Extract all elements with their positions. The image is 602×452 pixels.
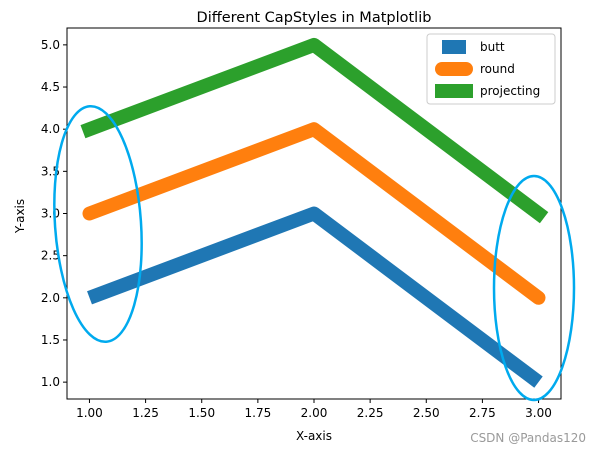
x-tick-label: 1.00 — [76, 406, 103, 420]
x-tick-label: 2.25 — [357, 406, 384, 420]
x-axis-label: X-axis — [296, 429, 332, 443]
x-tick-label: 2.50 — [413, 406, 440, 420]
y-tick-label: 1.0 — [41, 375, 60, 389]
series-line-round — [82, 122, 546, 305]
annotation-ellipses — [53, 104, 576, 402]
x-axis-ticks: 1.00 1.25 1.50 1.75 2.00 2.25 2.50 2.75 3.00 — [76, 399, 552, 420]
y-tick-label: 3.0 — [41, 207, 60, 221]
plot-lines — [80, 37, 549, 388]
annotation-ellipse-right — [492, 174, 576, 402]
chart-title: Different CapStyles in Matplotlib — [197, 10, 432, 26]
x-tick-label: 3.00 — [525, 406, 552, 420]
legend-label-projecting: projecting — [480, 84, 540, 98]
legend-label-round: round — [480, 62, 515, 76]
watermark: CSDN @Pandas120 — [470, 431, 586, 445]
series-line-projecting — [80, 37, 549, 224]
y-axis-ticks: 1.01.52.02.53.03.54.04.55.0 — [41, 38, 67, 389]
annotation-ellipse-left — [53, 104, 143, 344]
y-tick-label: 2.5 — [41, 249, 60, 263]
x-tick-label: 2.75 — [469, 406, 496, 420]
x-tick-label: 1.25 — [132, 406, 159, 420]
y-tick-label: 4.0 — [41, 122, 60, 136]
x-tick-label: 2.00 — [301, 406, 328, 420]
y-tick-label: 1.5 — [41, 333, 60, 347]
x-tick-label: 1.75 — [245, 406, 272, 420]
x-tick-label: 1.50 — [188, 406, 215, 420]
legend-label-butt: butt — [480, 40, 505, 54]
y-tick-label: 4.5 — [41, 80, 60, 94]
y-axis-label: Y-axis — [13, 199, 27, 234]
series-line-butt — [87, 206, 543, 388]
y-tick-label: 2.0 — [41, 291, 60, 305]
y-tick-label: 5.0 — [41, 38, 60, 52]
legend: butt round projecting — [426, 33, 556, 105]
